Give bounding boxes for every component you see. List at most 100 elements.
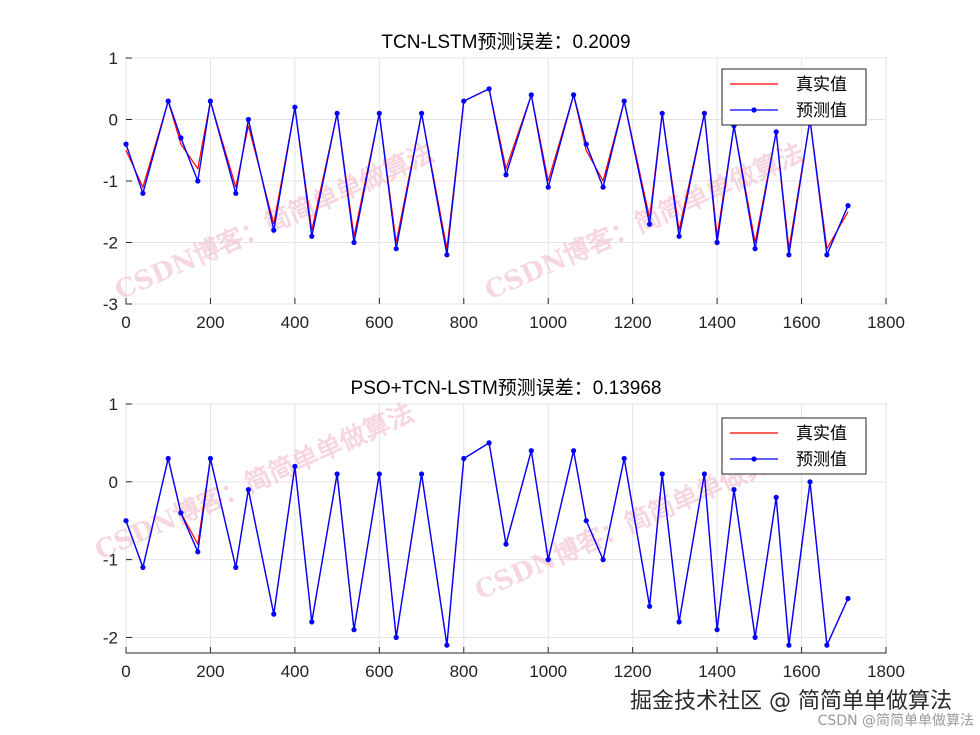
data-point-2-0 <box>123 518 129 524</box>
data-point-2-21 <box>545 557 551 563</box>
data-point-2-30 <box>714 627 720 633</box>
data-point-1-14 <box>393 246 399 252</box>
data-point-1-25 <box>621 98 627 104</box>
data-point-1-11 <box>334 110 340 116</box>
data-point-2-29 <box>701 471 708 477</box>
data-point-1-9 <box>292 104 298 110</box>
data-point-2-32 <box>752 634 758 641</box>
xtick-label-1-5: 1000 <box>529 313 567 332</box>
chart-title-2: PSO+TCN-LSTM预测误差：0.13968 <box>351 377 662 399</box>
xtick-label-1-6: 1200 <box>614 313 652 332</box>
xtick-label-2-7: 1400 <box>698 662 736 681</box>
legend-label-predicted-1: 预测值 <box>796 101 847 120</box>
data-point-2-14 <box>393 634 399 641</box>
data-point-1-2 <box>165 98 171 104</box>
xtick-label-2-2: 400 <box>281 662 309 681</box>
data-point-1-37 <box>845 203 851 209</box>
ytick-label-2-3: -2 <box>103 628 118 647</box>
data-point-2-34 <box>786 642 792 648</box>
ytick-label-1-1: 0 <box>109 111 118 130</box>
data-point-1-0 <box>123 141 129 147</box>
series-line-2-predicted <box>125 441 849 648</box>
legend-2: 真实值 预测值 <box>721 417 867 475</box>
xtick-label-2-6: 1200 <box>614 662 652 681</box>
data-point-1-19 <box>503 172 509 178</box>
chart-title-1: TCN-LSTM预测误差：0.2009 <box>381 31 630 53</box>
subplot-1: CSDN博客：简简单单做算法 CSDN博客：简简单单做算法 0 200 400 600… <box>103 31 905 332</box>
data-point-1-1 <box>140 190 146 196</box>
ytick-label-2-0: 1 <box>109 395 118 414</box>
xtick-label-2-0: 0 <box>121 662 130 681</box>
data-point-1-23 <box>583 141 589 147</box>
data-point-1-3 <box>178 135 184 141</box>
legend-label-actual-2: 真实值 <box>796 424 847 443</box>
data-point-2-13 <box>376 471 382 477</box>
data-point-2-11 <box>334 471 340 477</box>
data-point-1-10 <box>309 233 315 239</box>
xtick-label-1-2: 400 <box>281 313 309 332</box>
data-point-1-4 <box>195 178 201 184</box>
data-point-2-36 <box>824 642 830 648</box>
data-point-2-8 <box>271 611 277 617</box>
data-point-1-27 <box>659 110 665 116</box>
data-point-2-31 <box>731 487 737 493</box>
data-point-2-26 <box>647 603 653 609</box>
footer-credit: 掘金技术社区 @ 简简单单做算法 <box>630 689 952 714</box>
legend-box-1 <box>721 68 867 126</box>
subplot-2: CSDN博客：简简单单做算法 CSDN博客：简简单单做算法 0 200 400 600… <box>90 377 905 681</box>
data-point-1-12 <box>351 239 357 246</box>
data-point-2-22 <box>571 448 577 454</box>
legend-1: 真实值 预测值 <box>721 68 867 126</box>
data-point-1-34 <box>786 252 792 258</box>
data-point-1-8 <box>271 227 277 233</box>
data-point-1-29 <box>701 110 708 116</box>
series-line-1-predicted <box>125 87 849 258</box>
data-point-1-28 <box>676 233 682 239</box>
data-point-1-36 <box>824 252 830 258</box>
data-point-2-28 <box>676 619 682 625</box>
xtick-label-2-8: 1600 <box>783 662 821 681</box>
data-point-2-19 <box>503 541 509 547</box>
ytick-label-1-0: 1 <box>109 49 118 68</box>
xtick-label-1-4: 800 <box>450 313 478 332</box>
legend-label-predicted-2: 预测值 <box>796 450 847 469</box>
data-point-1-15 <box>419 110 425 116</box>
data-point-2-3 <box>178 510 184 516</box>
xtick-label-1-3: 600 <box>365 313 393 332</box>
xtick-label-2-9: 1800 <box>867 662 905 681</box>
data-point-2-7 <box>245 487 251 493</box>
xtick-label-2-5: 1000 <box>529 662 567 681</box>
data-point-2-9 <box>292 463 298 469</box>
data-point-2-4 <box>195 549 201 555</box>
data-point-1-24 <box>600 184 606 190</box>
ytick-label-1-4: -3 <box>103 295 118 314</box>
xtick-label-1-7: 1400 <box>698 313 736 332</box>
data-point-1-17 <box>461 98 467 104</box>
ytick-label-2-2: -1 <box>103 551 118 570</box>
legend-marker-predicted-2 <box>751 456 757 462</box>
data-point-2-10 <box>309 619 315 625</box>
data-point-2-20 <box>528 448 534 454</box>
data-point-2-33 <box>773 494 779 500</box>
data-point-1-13 <box>376 110 382 116</box>
data-point-2-27 <box>659 471 665 477</box>
data-point-2-16 <box>444 642 450 648</box>
data-point-2-12 <box>351 627 357 633</box>
footer-subcredit: CSDN @简简单单做算法 <box>817 713 974 729</box>
data-point-2-37 <box>845 595 851 602</box>
legend-box-2 <box>721 417 867 475</box>
xtick-label-2-4: 800 <box>450 662 478 681</box>
data-point-2-5 <box>207 455 213 462</box>
data-point-2-1 <box>140 564 146 571</box>
data-point-2-18 <box>486 440 492 446</box>
data-point-1-26 <box>647 221 653 227</box>
data-point-2-15 <box>419 471 425 477</box>
data-point-1-21 <box>545 184 551 190</box>
legend-label-actual-1: 真实值 <box>796 75 847 94</box>
data-point-1-33 <box>773 129 779 135</box>
data-point-2-6 <box>233 564 239 571</box>
ytick-label-1-3: -2 <box>103 234 118 253</box>
xtick-label-2-3: 600 <box>365 662 393 681</box>
data-point-2-24 <box>600 557 606 563</box>
